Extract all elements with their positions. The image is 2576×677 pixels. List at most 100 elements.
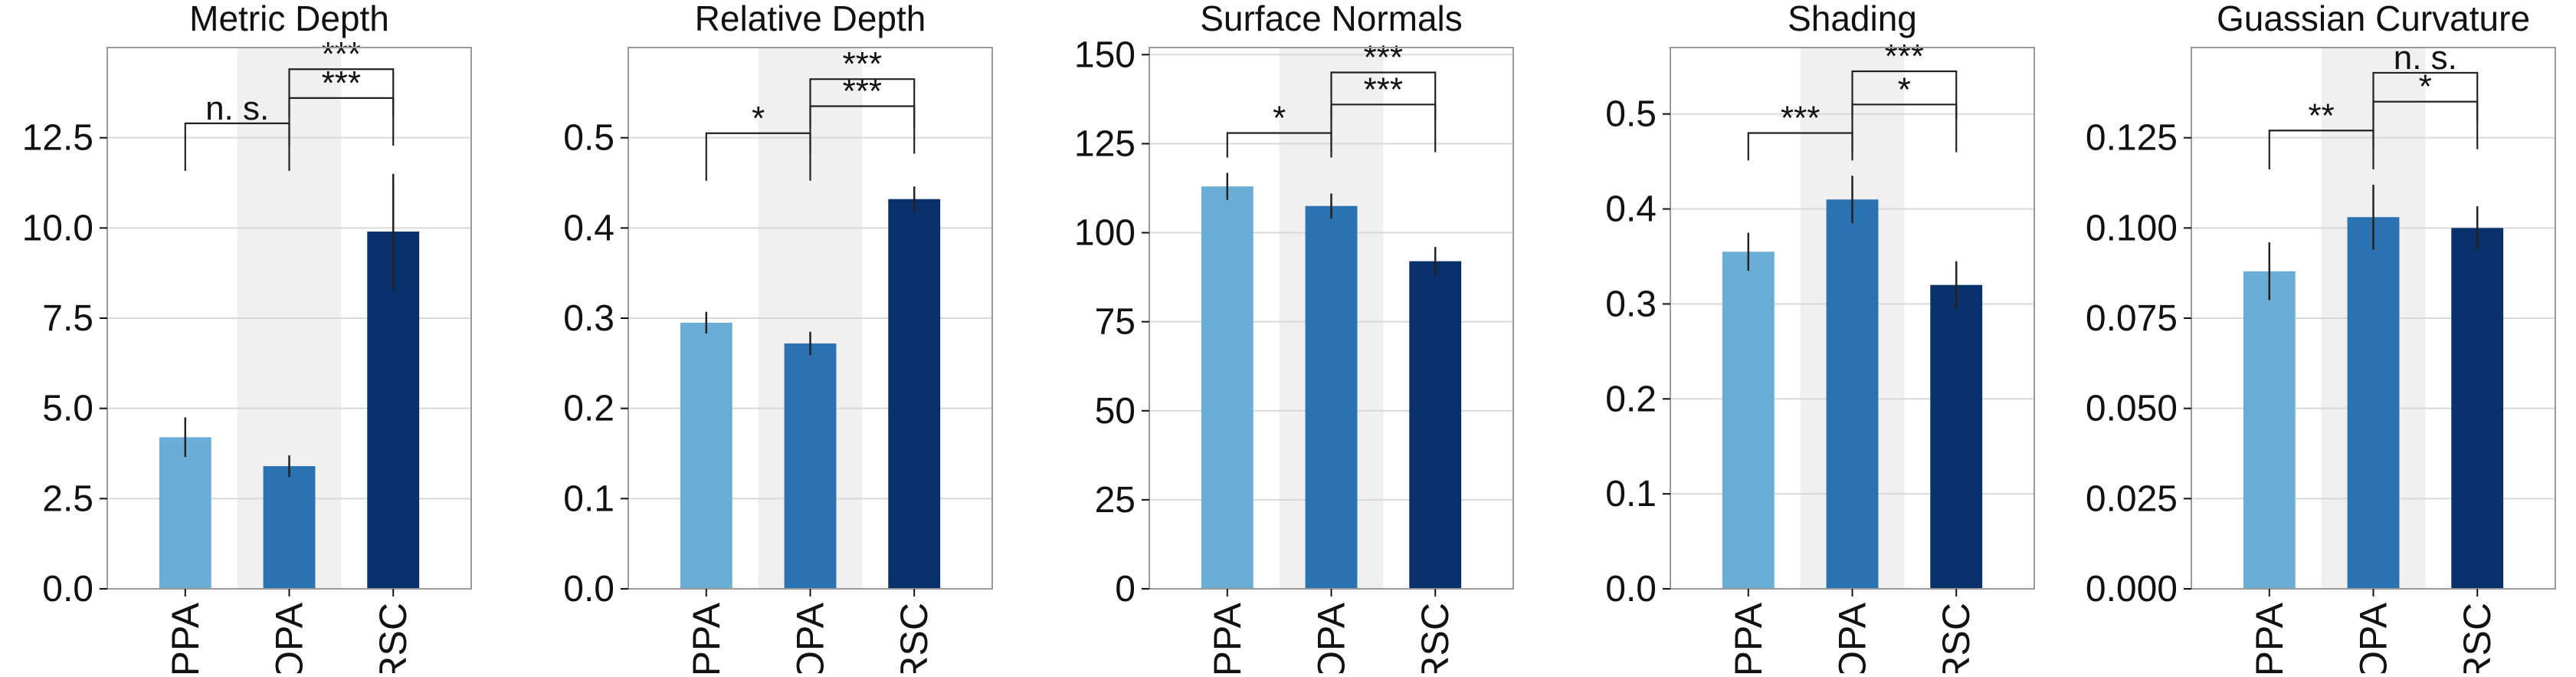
significance-label: *** — [1885, 38, 1924, 75]
y-tick-label: 100 — [1074, 213, 1136, 254]
y-tick-label: 2.5 — [42, 478, 93, 519]
bar — [1722, 251, 1775, 589]
significance-label: * — [1273, 99, 1286, 136]
chart-title: Shading — [1788, 0, 1917, 38]
chart-panel: ***n. s.0.0000.0250.0500.0750.1000.125PP… — [2086, 0, 2556, 677]
y-tick-label: 75 — [1095, 302, 1136, 343]
y-tick-label: 0.5 — [1605, 94, 1657, 135]
x-tick-label: OPA — [2352, 602, 2395, 673]
bar — [784, 343, 837, 589]
y-tick-label: 7.5 — [42, 298, 93, 339]
y-tick-label: 0.4 — [1605, 189, 1657, 230]
y-tick-label: 0.2 — [563, 389, 615, 429]
y-tick-label: 0.3 — [1605, 284, 1657, 324]
y-tick-label: 0.1 — [1605, 474, 1657, 514]
significance-bracket — [1851, 104, 1958, 153]
y-tick-label: 0.025 — [2086, 478, 2178, 519]
y-tick-label: 0.4 — [563, 208, 615, 248]
x-tick-label: RSC — [2456, 603, 2499, 673]
x-tick-label: RSC — [1414, 603, 1457, 673]
x-tick-label: OPA — [1831, 602, 1874, 673]
significance-bracket — [705, 132, 811, 181]
significance-label: *** — [1364, 39, 1403, 77]
x-tick-label: OPA — [789, 602, 832, 673]
y-tick-label: 0.1 — [563, 478, 615, 519]
y-tick-label: 0.0 — [1605, 569, 1657, 610]
y-tick-label: 0.0 — [563, 569, 615, 610]
bar — [367, 232, 420, 589]
significance-label: n. s. — [2394, 39, 2457, 77]
x-tick-label: PPA — [2248, 602, 2291, 673]
significance-bracket — [809, 105, 916, 154]
x-tick-label: RSC — [1935, 603, 1978, 673]
significance-bracket — [288, 97, 395, 146]
bar — [2243, 271, 2296, 589]
significance-bracket — [809, 78, 916, 127]
x-tick-label: PPA — [685, 602, 728, 673]
bar — [1201, 186, 1254, 590]
significance-bracket — [2268, 130, 2374, 169]
significance-label: *** — [1781, 99, 1820, 136]
significance-bracket — [1330, 104, 1437, 153]
chart-title: Guassian Curvature — [2217, 0, 2530, 38]
x-tick-label: PPA — [1206, 602, 1249, 673]
y-tick-label: 0.050 — [2086, 389, 2178, 429]
significance-label: * — [1898, 71, 1911, 108]
bar — [159, 437, 211, 589]
significance-label: *** — [1364, 71, 1403, 108]
significance-label: n. s. — [205, 90, 269, 127]
bar — [1305, 205, 1358, 589]
bar — [888, 199, 941, 589]
significance-label: *** — [843, 45, 882, 83]
y-tick-label: 150 — [1074, 35, 1136, 75]
chart-title: Surface Normals — [1200, 0, 1463, 38]
x-tick-label: RSC — [893, 603, 936, 673]
y-tick-label: 0.100 — [2086, 208, 2178, 248]
y-tick-label: 0.5 — [563, 118, 615, 159]
significance-label: * — [2419, 68, 2432, 106]
significance-bracket — [2372, 71, 2479, 120]
x-tick-label: PPA — [1727, 602, 1770, 673]
y-tick-label: 0.2 — [1605, 379, 1657, 419]
significance-label: ** — [2309, 97, 2335, 134]
significance-bracket — [2372, 100, 2479, 150]
y-tick-label: 0.000 — [2086, 569, 2178, 610]
bar — [2347, 217, 2400, 589]
chart-panel: n. s. ****** 0.0 2.5 5.0 7.5 10.0 12.5 PPA OPA RSC… — [22, 0, 472, 677]
y-tick-label: 0.075 — [2086, 298, 2178, 339]
y-tick-label: 0 — [1115, 569, 1136, 610]
x-tick-label: PPA — [164, 602, 207, 673]
y-tick-label: 12.5 — [22, 118, 93, 159]
significance-bracket — [1330, 71, 1437, 120]
chart-title: Relative Depth — [695, 0, 926, 38]
chart-title: Metric Depth — [189, 0, 389, 38]
y-tick-label: 0.3 — [563, 298, 615, 339]
bar — [1409, 261, 1462, 589]
x-tick-label: OPA — [1310, 602, 1353, 673]
significance-label: *** — [322, 35, 361, 73]
bar — [2451, 228, 2504, 589]
significance-bracket — [1851, 70, 1958, 119]
y-tick-label: 0.0 — [42, 569, 93, 610]
y-tick-label: 125 — [1074, 123, 1136, 164]
significance-label: * — [752, 100, 765, 137]
y-tick-label: 5.0 — [42, 389, 93, 429]
y-tick-label: 0.125 — [2086, 118, 2178, 159]
x-tick-label: OPA — [268, 602, 311, 673]
significance-bracket — [288, 68, 395, 117]
y-tick-label: 25 — [1095, 480, 1136, 521]
bar — [1930, 284, 1983, 589]
bar — [680, 322, 732, 589]
significance-bracket — [184, 122, 290, 171]
y-tick-label: 50 — [1095, 391, 1136, 432]
y-tick-label: 10.0 — [22, 208, 93, 248]
significance-label: *** — [322, 64, 361, 102]
x-tick-label: RSC — [372, 603, 415, 673]
bar — [1826, 199, 1879, 589]
bar — [263, 465, 316, 589]
